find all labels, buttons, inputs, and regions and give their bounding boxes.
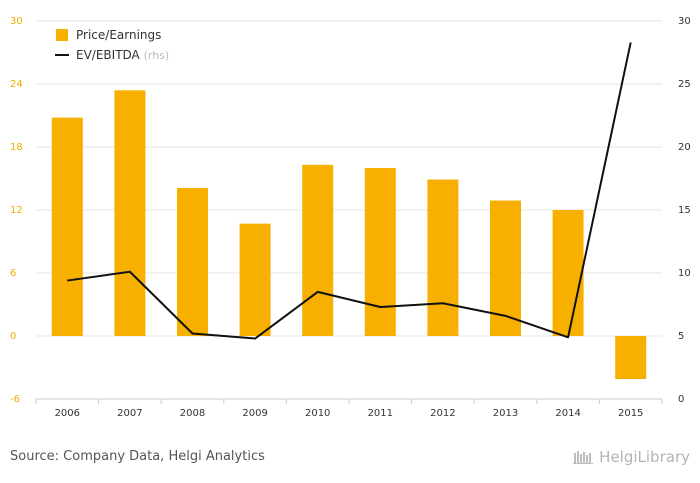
bar-price-earnings [51,117,83,336]
x-tick-label: 2009 [242,408,267,419]
chart: -6 0 6 12 18 24 30 0 5 10 15 20 25 30 2006 2007 2008 2009… [10,16,691,419]
y-left-tick-label: 0 [10,331,16,342]
x-tick-label: 2014 [555,408,580,419]
line-ev-ebitda [67,42,632,340]
legend-note-rhs: (rhs) [144,49,170,62]
y-left-tick-label: 6 [10,268,16,279]
y-right-tick-label: 20 [678,142,691,153]
y-right-tick-label: 15 [678,205,691,216]
legend-label-ev-ebitda: EV/EBITDA (rhs) [76,48,169,62]
bar-price-earnings [114,90,146,336]
helgi-library-logo: HelgiLibrary [573,448,690,466]
y-left-tick-label: 30 [10,16,23,27]
x-tick-label: 2015 [618,408,643,419]
y-right-tick-label: 10 [678,268,691,279]
x-tick-label: 2007 [117,408,142,419]
library-icon [573,451,594,464]
y-right-tick-label: 0 [678,394,684,405]
y-left-tick-label: -6 [10,394,20,405]
x-tick-label: 2011 [368,408,393,419]
y-left-tick-label: 24 [10,79,23,90]
bar-price-earnings [615,336,647,380]
x-tick-label: 2013 [493,408,518,419]
y-right-tick-label: 30 [678,16,691,27]
x-tick-label: 2010 [305,408,330,419]
bar-price-earnings [177,187,208,336]
y-left-tick-label: 12 [10,205,23,216]
y-left-tick-label: 18 [10,142,23,153]
x-tick-label: 2006 [55,408,80,419]
x-tick-label: 2012 [430,408,455,419]
bar-price-earnings [427,179,459,336]
y-right-tick-label: 5 [678,331,684,342]
logo-text: HelgiLibrary [599,448,690,466]
source-note: Source: Company Data, Helgi Analytics [10,449,265,464]
y-right-tick-label: 25 [678,79,691,90]
bar-price-earnings [302,164,334,336]
bar-price-earnings [364,168,396,336]
legend-label-price-earnings: Price/Earnings [76,28,161,42]
x-tick-label: 2008 [180,408,205,419]
bar-price-earnings [552,210,584,336]
legend-swatch-price-earnings [56,29,68,41]
bar-price-earnings [239,223,271,336]
